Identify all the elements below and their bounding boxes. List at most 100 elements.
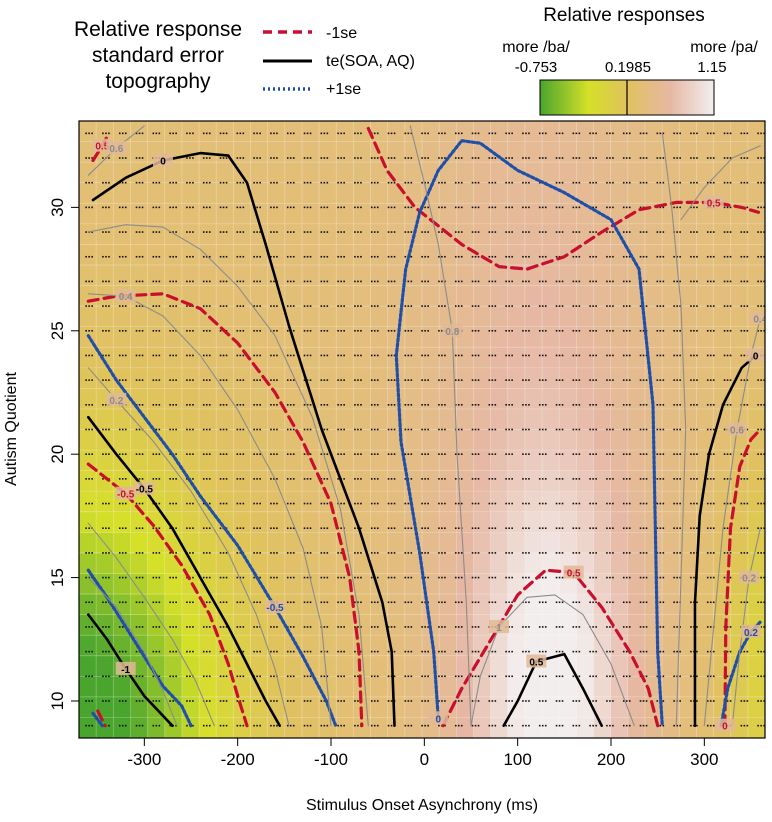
observation-dot	[124, 255, 127, 258]
observation-dot	[410, 650, 413, 653]
heat-cell	[662, 408, 680, 431]
heat-cell	[301, 573, 320, 595]
observation-dot	[354, 404, 356, 406]
observation-dot	[225, 502, 228, 505]
heat-cell	[456, 429, 475, 451]
observation-dot	[273, 478, 275, 480]
heat-cell	[336, 182, 354, 204]
heat-cell	[79, 655, 97, 677]
observation-dot	[424, 329, 426, 332]
observation-dot	[438, 478, 440, 480]
observation-dot	[592, 280, 594, 283]
observation-dot	[108, 576, 110, 579]
observation-dot	[155, 626, 158, 628]
heat-cell	[662, 532, 680, 554]
observation-dot	[555, 478, 558, 480]
heat-cell	[250, 162, 269, 184]
observation-dot	[343, 206, 345, 209]
heat-cell	[147, 162, 166, 184]
observation-dot	[555, 404, 558, 406]
observation-dot	[729, 181, 732, 184]
observation-dot	[306, 502, 309, 505]
observation-dot	[370, 181, 373, 184]
observation-dot	[454, 700, 457, 702]
heat-cell	[387, 470, 406, 492]
observation-dot	[121, 650, 124, 653]
observation-dot	[693, 255, 695, 258]
observation-dot	[236, 354, 239, 357]
observation-dot	[393, 478, 396, 480]
heat-cell	[542, 306, 560, 328]
observation-dot	[253, 255, 255, 258]
observation-dot	[270, 675, 272, 678]
observation-dot	[555, 650, 558, 653]
observation-dot	[152, 354, 155, 357]
observation-dot	[410, 700, 413, 702]
x-tick-label: 300	[690, 750, 718, 769]
heat-cell	[422, 511, 440, 533]
heat-cell	[542, 594, 560, 616]
observation-dot	[360, 601, 362, 604]
heat-cell	[181, 491, 200, 513]
observation-dot	[760, 650, 762, 653]
observation-dot	[208, 379, 211, 381]
observation-dot	[292, 576, 295, 579]
observation-dot	[91, 502, 93, 505]
observation-dot	[460, 626, 463, 628]
observation-dot	[438, 576, 440, 579]
observation-dot	[505, 181, 507, 184]
observation-dot	[427, 626, 429, 628]
observation-dot	[376, 280, 379, 283]
observation-dot	[460, 157, 463, 159]
observation-dot	[589, 181, 591, 184]
observation-dot	[679, 329, 681, 332]
observation-dot	[538, 329, 541, 332]
observation-dot	[676, 181, 678, 184]
observation-dot	[757, 675, 759, 678]
observation-dot	[746, 552, 749, 554]
observation-dot	[673, 626, 675, 628]
heat-cell	[713, 429, 732, 451]
observation-dot	[135, 329, 138, 332]
heat-cell	[473, 162, 492, 184]
heat-cell	[79, 491, 97, 513]
observation-dot	[155, 379, 158, 381]
observation-dot	[343, 255, 345, 258]
observation-dot	[690, 206, 692, 209]
observation-dot	[424, 675, 426, 678]
observation-dot	[373, 305, 376, 307]
observation-dot	[541, 132, 544, 135]
observation-dot	[578, 552, 581, 554]
observation-dot	[424, 552, 426, 554]
observation-dot	[508, 428, 510, 431]
observation-dot	[376, 478, 379, 480]
observation-dot	[393, 626, 396, 628]
observation-dot	[390, 724, 393, 727]
observation-dot	[376, 157, 379, 159]
observation-dot	[522, 700, 524, 702]
observation-dot	[121, 675, 124, 678]
heat-cell	[559, 635, 577, 657]
observation-dot	[323, 231, 326, 233]
observation-dot	[471, 502, 474, 505]
observation-dot	[763, 157, 765, 159]
observation-dot	[189, 626, 191, 628]
observation-dot	[118, 255, 121, 258]
observation-dot	[659, 404, 662, 406]
observation-dot	[208, 650, 211, 653]
observation-dot	[763, 181, 765, 184]
heat-cell	[199, 429, 217, 451]
heat-cell	[490, 223, 509, 245]
heat-cell	[79, 614, 97, 636]
observation-dot	[360, 157, 362, 159]
heat-cell	[730, 285, 749, 307]
observation-dot	[124, 601, 127, 604]
heat-cell	[627, 347, 646, 369]
observation-dot	[438, 354, 440, 357]
observation-dot	[340, 231, 342, 233]
heat-cell	[542, 388, 560, 410]
observation-dot	[441, 231, 443, 233]
observation-dot	[706, 132, 709, 135]
observation-dot	[306, 428, 309, 431]
observation-dot	[387, 329, 390, 332]
